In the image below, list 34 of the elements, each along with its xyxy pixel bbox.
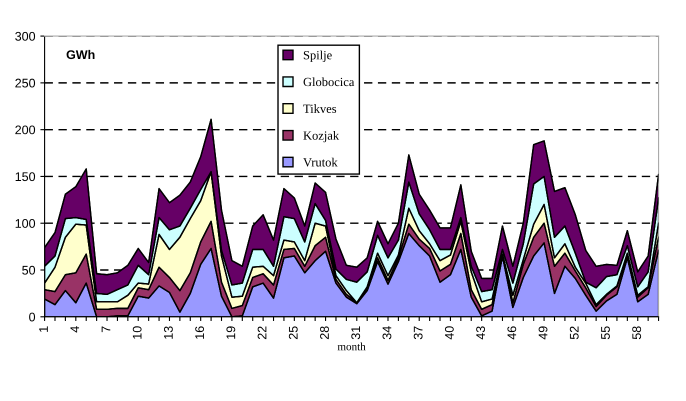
y-tick-label: 0 <box>29 312 36 322</box>
x-tick-label: 4 <box>70 326 80 332</box>
x-tick-label: 22 <box>258 326 266 340</box>
x-tick-label: 28 <box>320 326 329 340</box>
x-axis-title: month <box>338 342 366 350</box>
x-tick-label: 34 <box>382 326 392 340</box>
legend-label: Tikves <box>303 104 336 113</box>
x-tick-label: 46 <box>507 326 516 340</box>
x-tick-label: 55 <box>601 326 610 340</box>
x-tick-label: 43 <box>476 326 486 340</box>
legend-label: Spilje <box>304 50 332 62</box>
y-tick-label: 150 <box>16 172 36 182</box>
x-tick-label: 37 <box>414 326 423 340</box>
x-tick-label: 16 <box>195 326 204 339</box>
x-tick-label: 10 <box>132 326 142 339</box>
x-tick-label: 25 <box>288 326 298 340</box>
x-tick-label: 1 <box>39 326 48 332</box>
x-tick-label: 52 <box>570 326 579 340</box>
x-tick-label: 40 <box>444 326 454 340</box>
x-tick-label: 58 <box>632 326 642 340</box>
x-tick-label: 49 <box>538 326 548 340</box>
x-tick-label: 31 <box>351 326 360 340</box>
y-tick-label: 50 <box>22 266 36 275</box>
y-axis-title: GWh <box>66 50 94 60</box>
y-tick-label: 300 <box>15 32 36 41</box>
legend-label: Kozjak <box>303 130 340 142</box>
y-tick-label: 250 <box>15 78 36 88</box>
x-tick-label: 13 <box>164 326 173 339</box>
y-tick-label: 100 <box>16 219 36 228</box>
x-tick-label: 19 <box>226 326 236 339</box>
legend-label: Vrutok <box>303 158 338 167</box>
x-tick-label: 7 <box>102 326 110 332</box>
y-tick-label: 200 <box>15 125 36 134</box>
legend-label: Globocica <box>304 77 354 86</box>
